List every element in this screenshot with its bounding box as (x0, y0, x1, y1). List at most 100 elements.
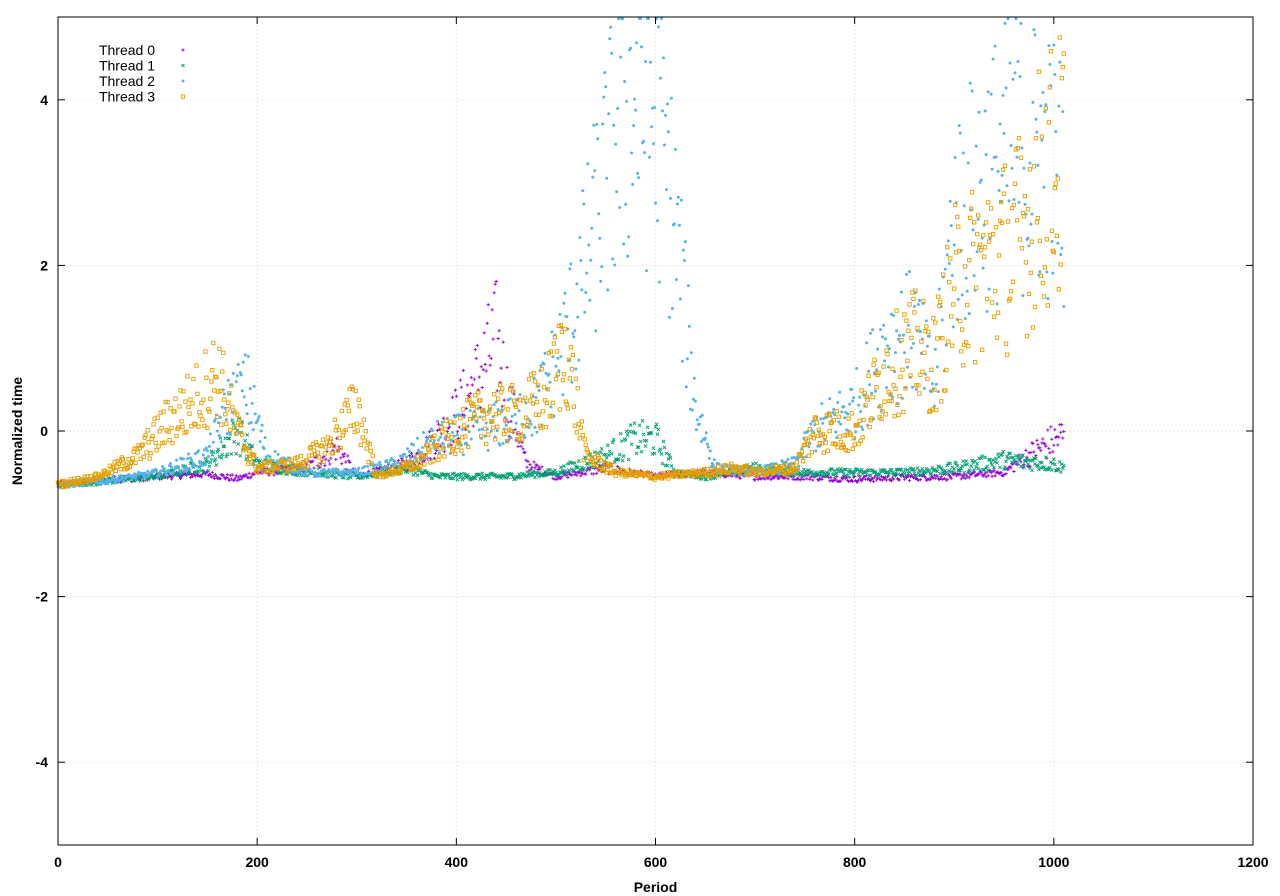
data-point (217, 346, 222, 351)
data-point (644, 438, 649, 443)
data-point (158, 472, 162, 476)
data-point (548, 380, 552, 384)
data-point (498, 443, 502, 447)
data-point (569, 367, 575, 372)
data-point (575, 386, 580, 391)
data-point (602, 95, 606, 99)
data-point (972, 470, 976, 474)
data-point (1022, 166, 1026, 170)
data-point (570, 380, 574, 384)
data-point (908, 373, 913, 378)
data-point (987, 457, 992, 462)
x-tick-label: 400 (445, 854, 469, 870)
data-point (1043, 110, 1047, 114)
data-point (250, 401, 254, 405)
data-point (394, 465, 399, 470)
data-point (958, 318, 963, 324)
data-point (353, 467, 357, 471)
data-point (947, 279, 952, 285)
data-point (1025, 455, 1029, 459)
data-point (868, 383, 872, 387)
data-point (142, 435, 147, 440)
data-point (954, 474, 958, 478)
data-point (1062, 304, 1066, 308)
data-point (1055, 467, 1060, 472)
data-point (333, 471, 337, 475)
data-point (652, 142, 656, 146)
data-point (625, 99, 629, 103)
data-point (371, 469, 376, 474)
data-point (581, 466, 586, 471)
data-point (311, 459, 315, 463)
data-point (877, 471, 882, 476)
data-point (874, 478, 879, 482)
data-point (215, 414, 220, 420)
data-point (477, 428, 481, 432)
data-point (574, 470, 578, 475)
data-point (673, 147, 677, 151)
data-point (435, 428, 440, 433)
data-point (478, 415, 482, 419)
data-point (951, 302, 956, 307)
data-point (870, 391, 874, 395)
data-point (188, 397, 193, 402)
data-point (221, 388, 225, 392)
data-point (633, 431, 638, 436)
data-point (398, 470, 403, 475)
data-point (486, 448, 490, 452)
data-point (708, 477, 713, 481)
data-point (958, 468, 963, 473)
data-point (738, 476, 742, 481)
data-point (523, 415, 529, 420)
data-point (483, 477, 488, 482)
data-point (569, 262, 573, 266)
data-point (612, 123, 616, 127)
data-point (455, 433, 459, 437)
data-point (927, 334, 931, 338)
data-point (1011, 455, 1015, 460)
data-point (186, 404, 191, 410)
data-point (618, 206, 622, 210)
data-point (674, 277, 678, 281)
data-point (441, 446, 446, 451)
data-point (367, 442, 372, 447)
data-point (649, 60, 653, 64)
data-point (974, 285, 979, 290)
data-point (245, 432, 250, 437)
y-tick-label: 0 (40, 423, 48, 439)
data-point (1051, 271, 1055, 275)
data-point (578, 425, 583, 430)
data-point (425, 442, 430, 448)
data-point (642, 139, 646, 143)
data-point (1048, 451, 1052, 455)
data-point (259, 429, 263, 433)
data-point (320, 473, 325, 478)
data-point (560, 378, 566, 383)
data-point (1048, 49, 1053, 54)
data-point (596, 137, 600, 141)
data-point (953, 202, 958, 208)
data-point (621, 454, 626, 459)
data-point (578, 235, 582, 239)
data-point (1047, 44, 1051, 48)
data-point (576, 315, 580, 319)
data-point (431, 441, 435, 445)
data-point (352, 473, 356, 477)
data-point (227, 391, 232, 396)
data-point (192, 421, 197, 426)
data-point (886, 472, 891, 477)
data-point (1036, 69, 1042, 74)
data-point (326, 443, 332, 448)
data-point (706, 445, 710, 449)
data-point (876, 370, 881, 376)
data-point (943, 388, 948, 393)
data-point (928, 477, 932, 482)
data-point (92, 472, 97, 477)
data-point (313, 440, 319, 445)
data-point (879, 416, 884, 422)
data-point (955, 214, 960, 220)
data-point (565, 315, 569, 319)
data-point (544, 400, 550, 406)
data-point (906, 323, 910, 327)
data-point (482, 416, 487, 421)
